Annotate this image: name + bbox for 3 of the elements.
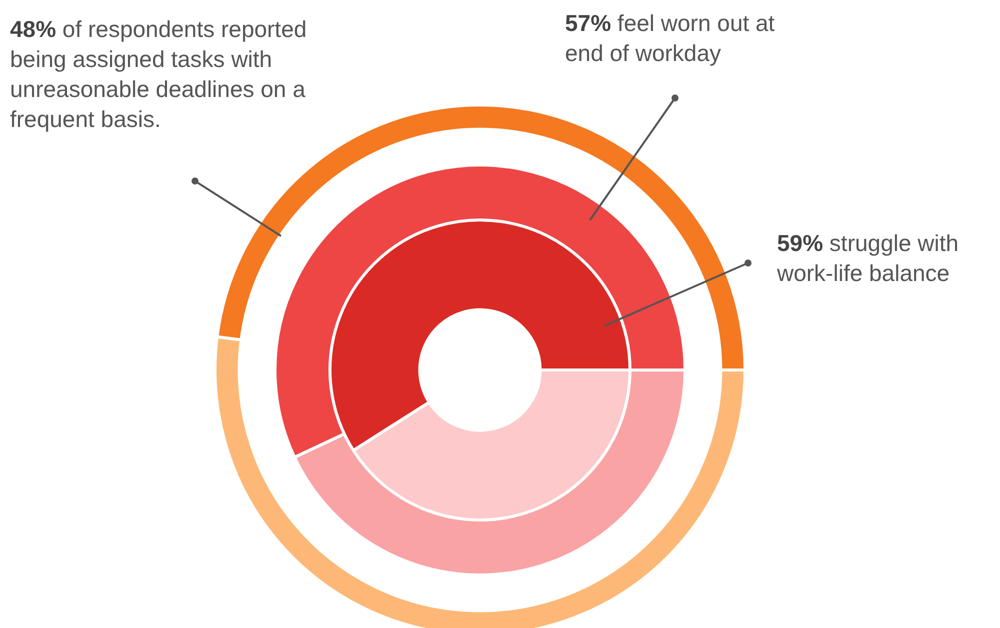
text: 57% feel worn out at end of workday <box>565 10 775 66</box>
text: 59% struggle with work-life balance <box>777 230 959 286</box>
text: 48% of respondents reported being assigned tasks with unreasonable deadlines on a frequent basis. <box>10 16 307 132</box>
